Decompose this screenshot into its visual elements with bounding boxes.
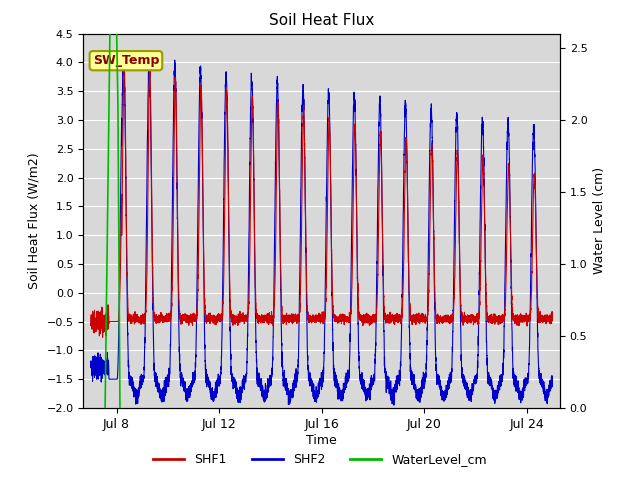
- SHF1: [264, 314, 271, 320]
- SHF1: [431, 309, 439, 315]
- SHF1: [387, 313, 395, 319]
- SHF1: [99, 335, 106, 340]
- SHF2: [264, 382, 271, 388]
- SHF1: [171, 89, 179, 95]
- SHF2: [120, 50, 127, 56]
- X-axis label: Time: Time: [306, 433, 337, 446]
- SHF2: [387, 397, 395, 403]
- Title: Soil Heat Flux: Soil Heat Flux: [269, 13, 374, 28]
- SHF1: [548, 318, 556, 324]
- SHF1: [120, 59, 128, 65]
- Line: WaterLevel_cm: WaterLevel_cm: [91, 0, 552, 480]
- Line: SHF1: SHF1: [91, 62, 552, 337]
- SHF2: [171, 66, 179, 72]
- SHF2: [390, 402, 397, 408]
- Y-axis label: Soil Heat Flux (W/m2): Soil Heat Flux (W/m2): [28, 153, 41, 289]
- Y-axis label: Water Level (cm): Water Level (cm): [593, 167, 606, 275]
- SHF1: [364, 320, 372, 326]
- SHF2: [431, 339, 439, 345]
- Line: SHF2: SHF2: [91, 53, 552, 405]
- SHF2: [87, 364, 95, 370]
- SHF2: [364, 386, 372, 392]
- SHF1: [87, 323, 95, 328]
- Text: SW_Temp: SW_Temp: [93, 54, 159, 67]
- SHF2: [548, 374, 556, 380]
- Legend: SHF1, SHF2, WaterLevel_cm: SHF1, SHF2, WaterLevel_cm: [148, 448, 492, 471]
- SHF1: [467, 312, 474, 318]
- SHF2: [467, 389, 474, 395]
